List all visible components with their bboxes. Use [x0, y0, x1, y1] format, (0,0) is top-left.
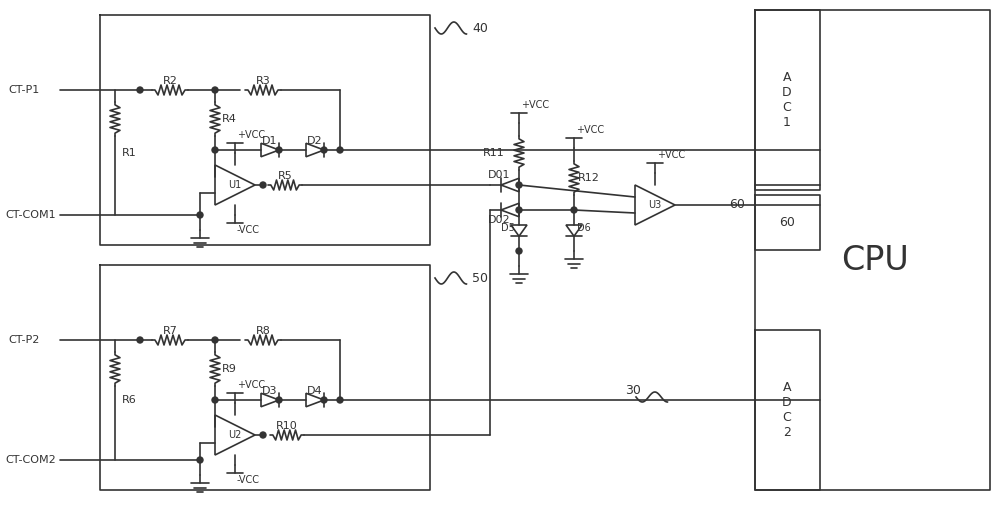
Text: A
D
C
1: A D C 1	[782, 71, 792, 129]
Text: CT-P2: CT-P2	[8, 335, 39, 345]
Text: R7: R7	[163, 326, 177, 336]
Text: U3: U3	[648, 200, 662, 210]
Text: R11: R11	[483, 148, 505, 158]
Text: A
D
C
2: A D C 2	[782, 381, 792, 439]
Circle shape	[212, 147, 218, 153]
Text: CT-COM2: CT-COM2	[5, 455, 56, 465]
Circle shape	[516, 248, 522, 254]
Text: 40: 40	[472, 22, 488, 34]
Text: D01: D01	[488, 170, 511, 180]
Text: D1: D1	[262, 136, 278, 146]
Text: D2: D2	[307, 136, 323, 146]
Text: CT-P1: CT-P1	[8, 85, 39, 95]
Circle shape	[260, 182, 266, 188]
Text: -VCC: -VCC	[237, 475, 260, 485]
Text: R2: R2	[163, 76, 177, 86]
Text: -VCC: -VCC	[237, 225, 260, 235]
Circle shape	[212, 337, 218, 343]
Text: R3: R3	[256, 76, 270, 86]
Text: 60: 60	[779, 216, 795, 228]
Circle shape	[197, 457, 203, 463]
Text: CT-COM1: CT-COM1	[5, 210, 56, 220]
Text: R4: R4	[222, 114, 237, 124]
Text: U1: U1	[228, 180, 242, 190]
Text: +VCC: +VCC	[576, 125, 604, 135]
Circle shape	[337, 147, 343, 153]
Text: R1: R1	[122, 147, 137, 158]
Text: +VCC: +VCC	[521, 100, 549, 110]
Text: D5: D5	[501, 223, 515, 233]
Text: R10: R10	[276, 421, 298, 431]
Text: 60: 60	[729, 198, 745, 212]
Text: R6: R6	[122, 395, 137, 405]
Circle shape	[516, 207, 522, 213]
Text: D4: D4	[307, 386, 323, 396]
Text: +VCC: +VCC	[237, 380, 265, 390]
Text: 30: 30	[625, 383, 641, 396]
Circle shape	[337, 397, 343, 403]
Circle shape	[516, 182, 522, 188]
Text: R9: R9	[222, 364, 237, 374]
Circle shape	[137, 87, 143, 93]
Circle shape	[197, 212, 203, 218]
Circle shape	[571, 207, 577, 213]
Text: R5: R5	[278, 171, 292, 181]
Circle shape	[276, 147, 282, 153]
Text: CPU: CPU	[841, 243, 909, 277]
Circle shape	[276, 397, 282, 403]
Circle shape	[212, 397, 218, 403]
Circle shape	[260, 432, 266, 438]
Text: D3: D3	[262, 386, 278, 396]
Circle shape	[137, 337, 143, 343]
Circle shape	[212, 87, 218, 93]
Text: +VCC: +VCC	[657, 150, 685, 160]
Text: U2: U2	[228, 430, 242, 440]
Circle shape	[321, 147, 327, 153]
Text: D6: D6	[577, 223, 591, 233]
Text: D02: D02	[488, 215, 511, 225]
Text: R12: R12	[578, 173, 600, 183]
Circle shape	[321, 397, 327, 403]
Text: 50: 50	[472, 272, 488, 284]
Text: R8: R8	[256, 326, 270, 336]
Text: +VCC: +VCC	[237, 130, 265, 140]
